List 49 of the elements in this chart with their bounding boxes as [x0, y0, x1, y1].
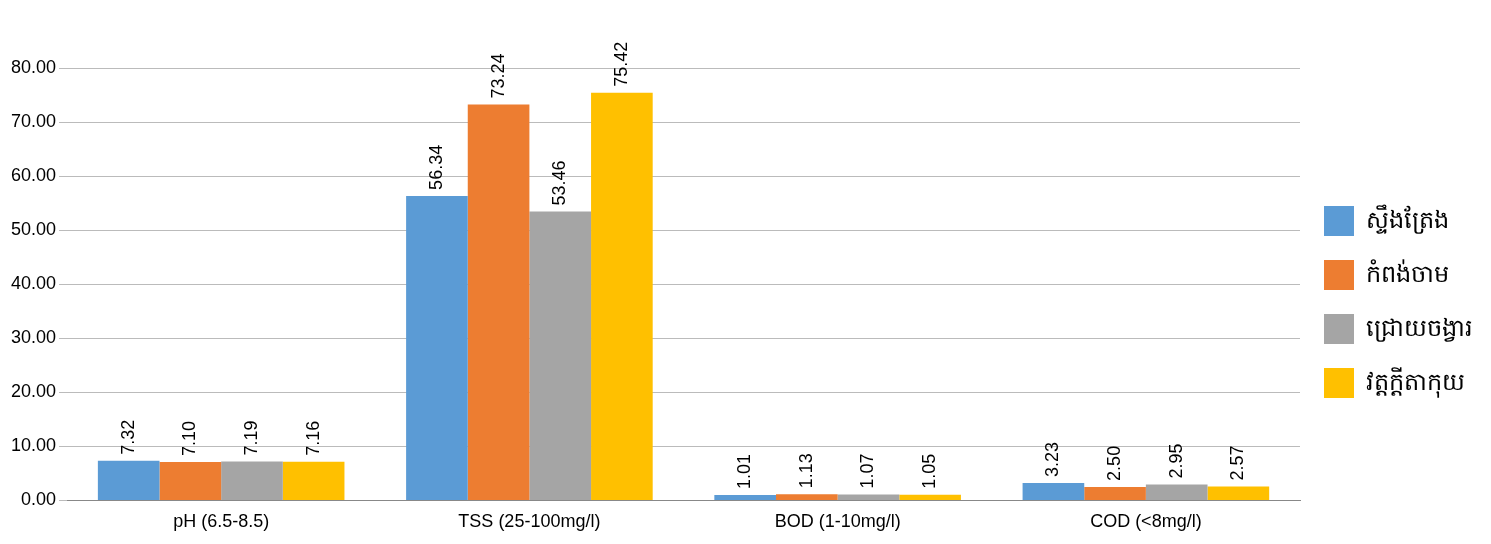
- legend-label: ជ្រោយចង្វារ: [1366, 313, 1473, 342]
- data-label: 73.24: [487, 53, 508, 99]
- y-tick-label: 0.00: [21, 489, 57, 510]
- data-label: 7.32: [117, 419, 138, 455]
- data-label: 2.95: [1165, 443, 1186, 479]
- bar: [1022, 482, 1085, 500]
- y-tick-label: 20.00: [11, 381, 57, 402]
- data-label: 3.23: [1042, 441, 1063, 477]
- data-label: 7.19: [240, 420, 261, 456]
- data-label: 1.13: [795, 453, 816, 489]
- y-tick-label: 70.00: [11, 111, 57, 132]
- y-tick-label: 40.00: [11, 273, 57, 294]
- y-tick-label: 30.00: [11, 327, 57, 348]
- bar: [221, 461, 283, 500]
- bar: [775, 494, 838, 500]
- data-label: 2.57: [1227, 445, 1248, 481]
- legend-label: ស្ទឹងត្រែង: [1366, 203, 1449, 234]
- data-label: 53.46: [549, 160, 570, 206]
- bar: [467, 104, 530, 500]
- bar: [899, 494, 961, 500]
- x-tick-label: COD (<8mg/l): [1090, 511, 1202, 532]
- data-label: 1.05: [919, 453, 940, 489]
- data-label: 7.16: [302, 420, 323, 456]
- y-tick-label: 60.00: [11, 165, 57, 186]
- y-tick-label: 50.00: [11, 219, 57, 240]
- data-label: 1.01: [734, 453, 755, 489]
- y-tick-label: 80.00: [11, 56, 57, 77]
- y-tick-label: 10.00: [11, 435, 57, 456]
- x-tick-label: pH (6.5-8.5): [173, 511, 270, 532]
- bar: [837, 494, 900, 500]
- bar: [406, 195, 468, 500]
- data-label: 2.50: [1104, 445, 1125, 481]
- bar: [97, 460, 160, 500]
- bar: [714, 494, 776, 500]
- legend-label: កំពង់ចាម: [1366, 258, 1449, 287]
- data-label: 56.34: [425, 144, 446, 190]
- bar: [529, 211, 592, 500]
- data-label: 1.07: [857, 453, 878, 489]
- legend-label: វត្តក្តីតាកុយ: [1366, 366, 1465, 398]
- bar: [282, 461, 345, 500]
- bar: [1145, 484, 1208, 500]
- bar: [1207, 486, 1270, 500]
- x-tick-label: BOD (1-10mg/l): [774, 511, 901, 532]
- data-label: 75.42: [610, 41, 631, 87]
- bar: [591, 92, 653, 500]
- bar: [1084, 486, 1146, 500]
- bar: [159, 462, 222, 500]
- x-tick-label: TSS (25-100mg/l): [458, 511, 601, 532]
- data-label: 7.10: [179, 420, 200, 457]
